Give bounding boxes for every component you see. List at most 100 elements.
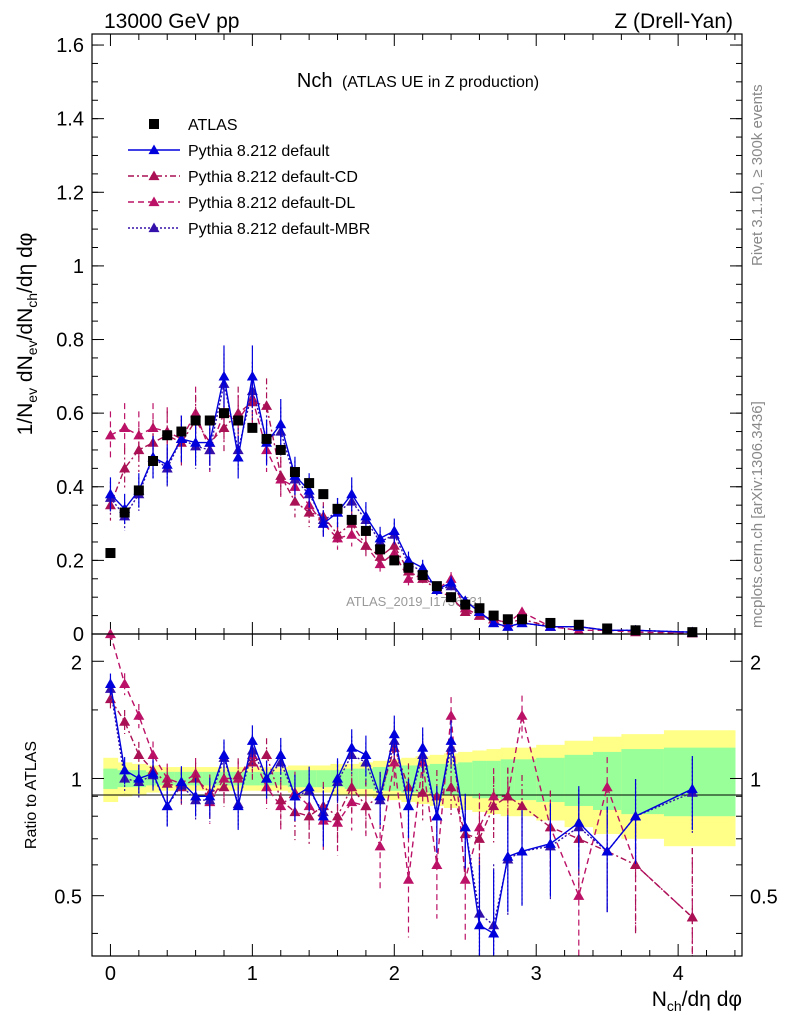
ratio-point-dl	[573, 890, 585, 900]
main-point-cd	[303, 507, 315, 517]
ratio-point-default	[161, 800, 173, 811]
main-point-default	[218, 370, 230, 381]
mcplots-label: mcplots.cern.ch [arXiv:1306.3436]	[749, 401, 766, 628]
ratio-point-dl	[374, 840, 386, 851]
header-right: Z (Drell-Yan)	[614, 10, 733, 33]
main-point-default	[388, 525, 400, 536]
ratio-point-default	[360, 749, 372, 759]
ratio-point-default	[289, 790, 301, 801]
main-point-cd	[459, 606, 471, 617]
ratio-point-default	[431, 810, 443, 821]
main-point-atlas	[148, 455, 159, 466]
ratio-band-green	[316, 770, 332, 788]
legend-label: ATLAS	[188, 117, 238, 134]
main-point-atlas	[573, 619, 584, 630]
main-point-cd	[232, 407, 244, 418]
ratio-point-default	[388, 728, 400, 739]
ratio-series-layer	[104, 628, 698, 956]
ratio-point-default	[175, 776, 187, 787]
ratio-point-default	[445, 735, 457, 745]
ratio-point-default	[544, 838, 556, 848]
ratio-point-cd	[346, 781, 358, 792]
ratio-xtick-label: 3	[531, 963, 542, 985]
main-point-default	[303, 484, 315, 495]
ratio-point-default	[218, 749, 230, 759]
main-point-atlas	[517, 614, 528, 625]
main-point-cd	[119, 462, 131, 473]
main-series-atlas	[105, 408, 698, 638]
main-ytick-label: 1	[73, 256, 84, 278]
ratio-xtick-label: 2	[389, 963, 400, 985]
main-point-atlas	[417, 570, 428, 581]
legend: ATLAS Pythia 8.212 default Pythia 8.212 de…	[128, 117, 370, 238]
main-point-default	[502, 621, 514, 631]
main-point-default	[402, 554, 414, 565]
main-point-atlas	[204, 415, 215, 426]
ratio-point-cd	[686, 911, 698, 922]
main-point-atlas	[488, 610, 499, 621]
ratio-point-dl	[402, 874, 414, 884]
header-left: 13000 GeV pp	[104, 10, 239, 33]
main-point-dl	[133, 429, 145, 440]
legend-marker-atlas	[149, 119, 159, 129]
ratio-point-default	[104, 678, 116, 688]
main-point-default	[161, 459, 173, 469]
main-point-dl	[104, 429, 116, 440]
main-point-atlas	[304, 478, 315, 489]
main-point-default	[374, 532, 386, 543]
ratio-point-default	[417, 742, 429, 752]
ratio-ytick-label-right: 2	[750, 652, 761, 674]
ratio-point-default	[190, 790, 202, 801]
main-point-cd	[332, 529, 344, 539]
main-point-cd	[360, 540, 372, 550]
ratio-point-default	[332, 772, 344, 783]
main-ytick-label: 1.6	[56, 35, 84, 57]
main-point-default	[360, 510, 372, 521]
main-point-default	[190, 437, 202, 447]
main-point-default	[317, 518, 329, 528]
legend-entry-3: Pythia 8.212 default-DL	[128, 195, 355, 212]
main-title-sub: (ATLAS UE in Z production)	[342, 74, 539, 91]
ratio-point-cd	[232, 769, 244, 780]
main-point-cd	[261, 400, 273, 410]
ratio-point-default	[346, 742, 358, 752]
ratio-point-default	[246, 735, 258, 745]
ratio-point-default	[147, 767, 159, 778]
ratio-point-cd	[488, 800, 500, 811]
main-point-atlas	[346, 514, 357, 525]
ratio-band-green	[472, 760, 488, 799]
ratio-point-dl	[275, 800, 287, 811]
main-point-atlas	[375, 544, 386, 555]
legend-label: Pythia 8.212 default	[188, 143, 330, 160]
ratio-point-dl	[218, 772, 230, 783]
main-point-atlas	[460, 599, 471, 610]
main-ytick-label: 1.4	[56, 109, 84, 131]
main-ylabel: 1/Nev dNev/dNch/dη dφ	[14, 233, 40, 436]
main-point-atlas	[218, 408, 229, 419]
ratio-xtick-label: 0	[105, 963, 116, 985]
ratio-xtick-label: 1	[247, 963, 258, 985]
ratio-point-default	[516, 845, 528, 856]
ratio-series-default	[104, 673, 698, 956]
legend-label: Pythia 8.212 default-MBR	[188, 221, 370, 238]
ratio-point-cd	[473, 833, 485, 843]
rivet-label: Rivet 3.1.10, ≥ 300k events	[749, 84, 766, 266]
main-ytick-label: 0.8	[56, 330, 84, 352]
main-point-atlas	[261, 433, 272, 444]
ratio-point-default	[317, 810, 329, 821]
ratio-point-default	[402, 800, 414, 811]
ratio-point-dl	[516, 710, 528, 720]
main-point-dl	[147, 422, 159, 432]
ratio-point-default	[133, 772, 145, 783]
main-point-default	[275, 418, 287, 429]
ratio-band-green	[621, 749, 665, 815]
ratio-point-default	[601, 845, 613, 856]
main-point-atlas	[119, 507, 130, 518]
main-point-atlas	[502, 614, 513, 625]
ratio-point-cd	[360, 800, 372, 811]
ratio-point-cd	[502, 790, 514, 801]
ratio-point-cd	[332, 810, 344, 821]
main-ytick-label: 0.6	[56, 403, 84, 425]
legend-entry-0: ATLAS	[149, 117, 238, 134]
ratio-point-default	[303, 781, 315, 792]
